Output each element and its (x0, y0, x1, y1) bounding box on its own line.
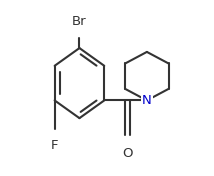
Text: N: N (142, 94, 152, 107)
Text: Br: Br (72, 15, 87, 28)
Text: F: F (51, 139, 58, 152)
Text: O: O (122, 147, 133, 159)
